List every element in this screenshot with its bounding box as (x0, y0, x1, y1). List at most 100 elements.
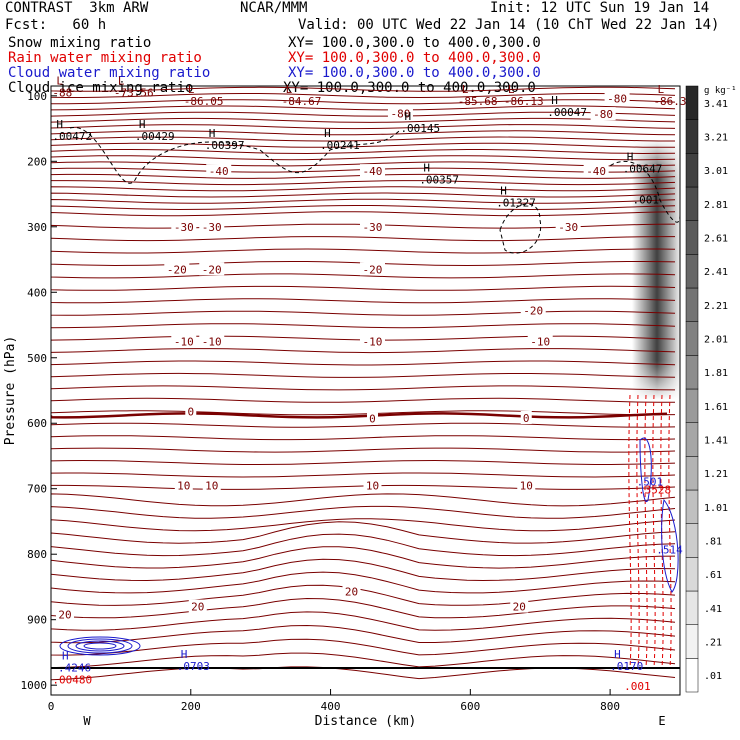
isotherm-line (51, 584, 676, 606)
colorbar-label: .21 (704, 638, 722, 649)
isotherm-label-bg (520, 303, 546, 317)
isotherm-label-bg (199, 219, 225, 233)
isotherm-line (51, 186, 676, 192)
colorbar-swatch (685, 321, 699, 356)
isotherm-label: -20 (363, 263, 383, 276)
isotherm-label: -80 (593, 108, 613, 121)
colorbar-swatch (685, 355, 699, 390)
x-tick-label: 800 (600, 700, 620, 713)
isotherm-line (51, 597, 676, 619)
colorbar-label: .41 (704, 604, 722, 615)
isotherm-label-bg (188, 599, 207, 613)
isotherm-line (51, 167, 676, 173)
x-tick-label: 200 (181, 700, 201, 713)
colorbar-swatch (685, 590, 699, 625)
isotherm-line (51, 335, 676, 341)
isotherm-label: -10 (202, 335, 222, 348)
rain-contour (636, 394, 640, 669)
isotherm-label: 10 (520, 479, 533, 492)
header-valid: Valid: 00 UTC Wed 22 Jan 14 (10 ChT Wed … (298, 17, 720, 33)
isotherm-line (51, 130, 676, 136)
header-init: Init: 12 UTC Sun 19 Jan 14 (490, 0, 710, 16)
isotherm-label-bg (517, 478, 536, 492)
colorbar-label: .81 (704, 537, 722, 548)
isotherm-label-bg (174, 478, 193, 492)
y-tick-label: 100 (27, 90, 47, 103)
colorbar-label: .61 (704, 570, 722, 581)
extremum-marker: L (286, 83, 293, 96)
isotherm-line (51, 372, 676, 378)
isotherm-label-bg (185, 404, 197, 418)
colorbar-swatch (685, 523, 699, 558)
colorbar-label: 1.61 (704, 402, 728, 413)
colorbar-label: 1.01 (704, 503, 728, 514)
isotherm-line (51, 105, 676, 111)
isotherm-line (51, 192, 676, 198)
moisture-contours (51, 127, 680, 669)
isotherm-line (51, 136, 675, 142)
isotherm-label-bg (359, 262, 385, 276)
isotherm-label: 20 (191, 601, 204, 614)
isotherm-line (51, 236, 675, 242)
temperature-labels: -80 -80 -80 -40 -40 -40 -30 -30 -30 -30 -20 -20 -20 -… (55, 91, 630, 621)
extremum-marker: H (500, 185, 507, 198)
header-center: NCAR/MMM (240, 0, 308, 16)
cloud-contour (75, 640, 125, 652)
x-tick-label: 0 (48, 700, 55, 713)
isotherm-line (51, 435, 676, 441)
rain-contour (644, 394, 648, 669)
isotherm-line (51, 624, 676, 644)
header-model: CONTRAST 3km ARW (5, 0, 149, 16)
colorbar: .01 .21 .41 .61 .81 1.01 1.21 1.41 1.61 1.81 2.01 2… (685, 85, 737, 693)
isotherm-label: -30 (558, 221, 578, 234)
colorbar-label: 2.81 (704, 200, 728, 211)
extremum-marker: L (188, 83, 195, 96)
cloud-contour (67, 638, 133, 654)
isotherm-label-bg (342, 584, 361, 598)
isotherm-label: -30 (363, 221, 383, 234)
extremum-marker: L (56, 75, 63, 88)
isotherm-label: 0 (369, 413, 376, 426)
extremum-marker: L (657, 83, 664, 96)
colorbar-swatch (685, 456, 699, 491)
isotherm-label: -20 (167, 263, 187, 276)
isotherm-line (51, 348, 676, 354)
header-fcst: Fcst: 60 h (5, 17, 107, 33)
rain-contour (668, 394, 672, 669)
extremum-marker: H (614, 648, 621, 661)
colorbar-swatch (685, 220, 699, 255)
isotherm-line (51, 385, 676, 391)
isotherm-label-bg (359, 219, 385, 233)
colorbar-label: 1.41 (704, 436, 728, 447)
isotherm-label-bg (527, 334, 553, 348)
isotherm-line (51, 285, 676, 291)
isotherm-line (51, 493, 676, 507)
y-tick-label: 400 (27, 286, 47, 299)
y-tick-label: 1000 (21, 679, 48, 692)
isotherm-line (51, 298, 676, 304)
isotherm-label: 20 (58, 608, 71, 621)
isotherm-label-bg (359, 164, 385, 178)
colorbar-swatch (685, 287, 699, 322)
isotherm-label-bg (171, 334, 197, 348)
isotherm-label-bg (510, 599, 529, 613)
isotherm-line (51, 518, 676, 532)
isotherm-line (51, 558, 676, 582)
colorbar-swatch (685, 557, 699, 592)
cloud-contour (639, 437, 652, 503)
extremum-marker: H (62, 650, 69, 663)
isotherm-label: -20 (523, 305, 543, 318)
isotherm-line (51, 310, 676, 316)
isotherm-label: -80 (391, 108, 411, 121)
isotherm-line (51, 323, 676, 329)
isotherm-label-bg (199, 334, 225, 348)
extremum-value: .00397 (205, 139, 245, 152)
west-label: W (83, 714, 91, 728)
isotherm-line (51, 360, 676, 366)
ice-contour (499, 203, 542, 254)
isotherm-line (51, 638, 676, 656)
extremum-marker: H (324, 127, 331, 140)
extremum-value: .00047 (547, 106, 587, 119)
isotherm-label-bg (387, 106, 413, 120)
